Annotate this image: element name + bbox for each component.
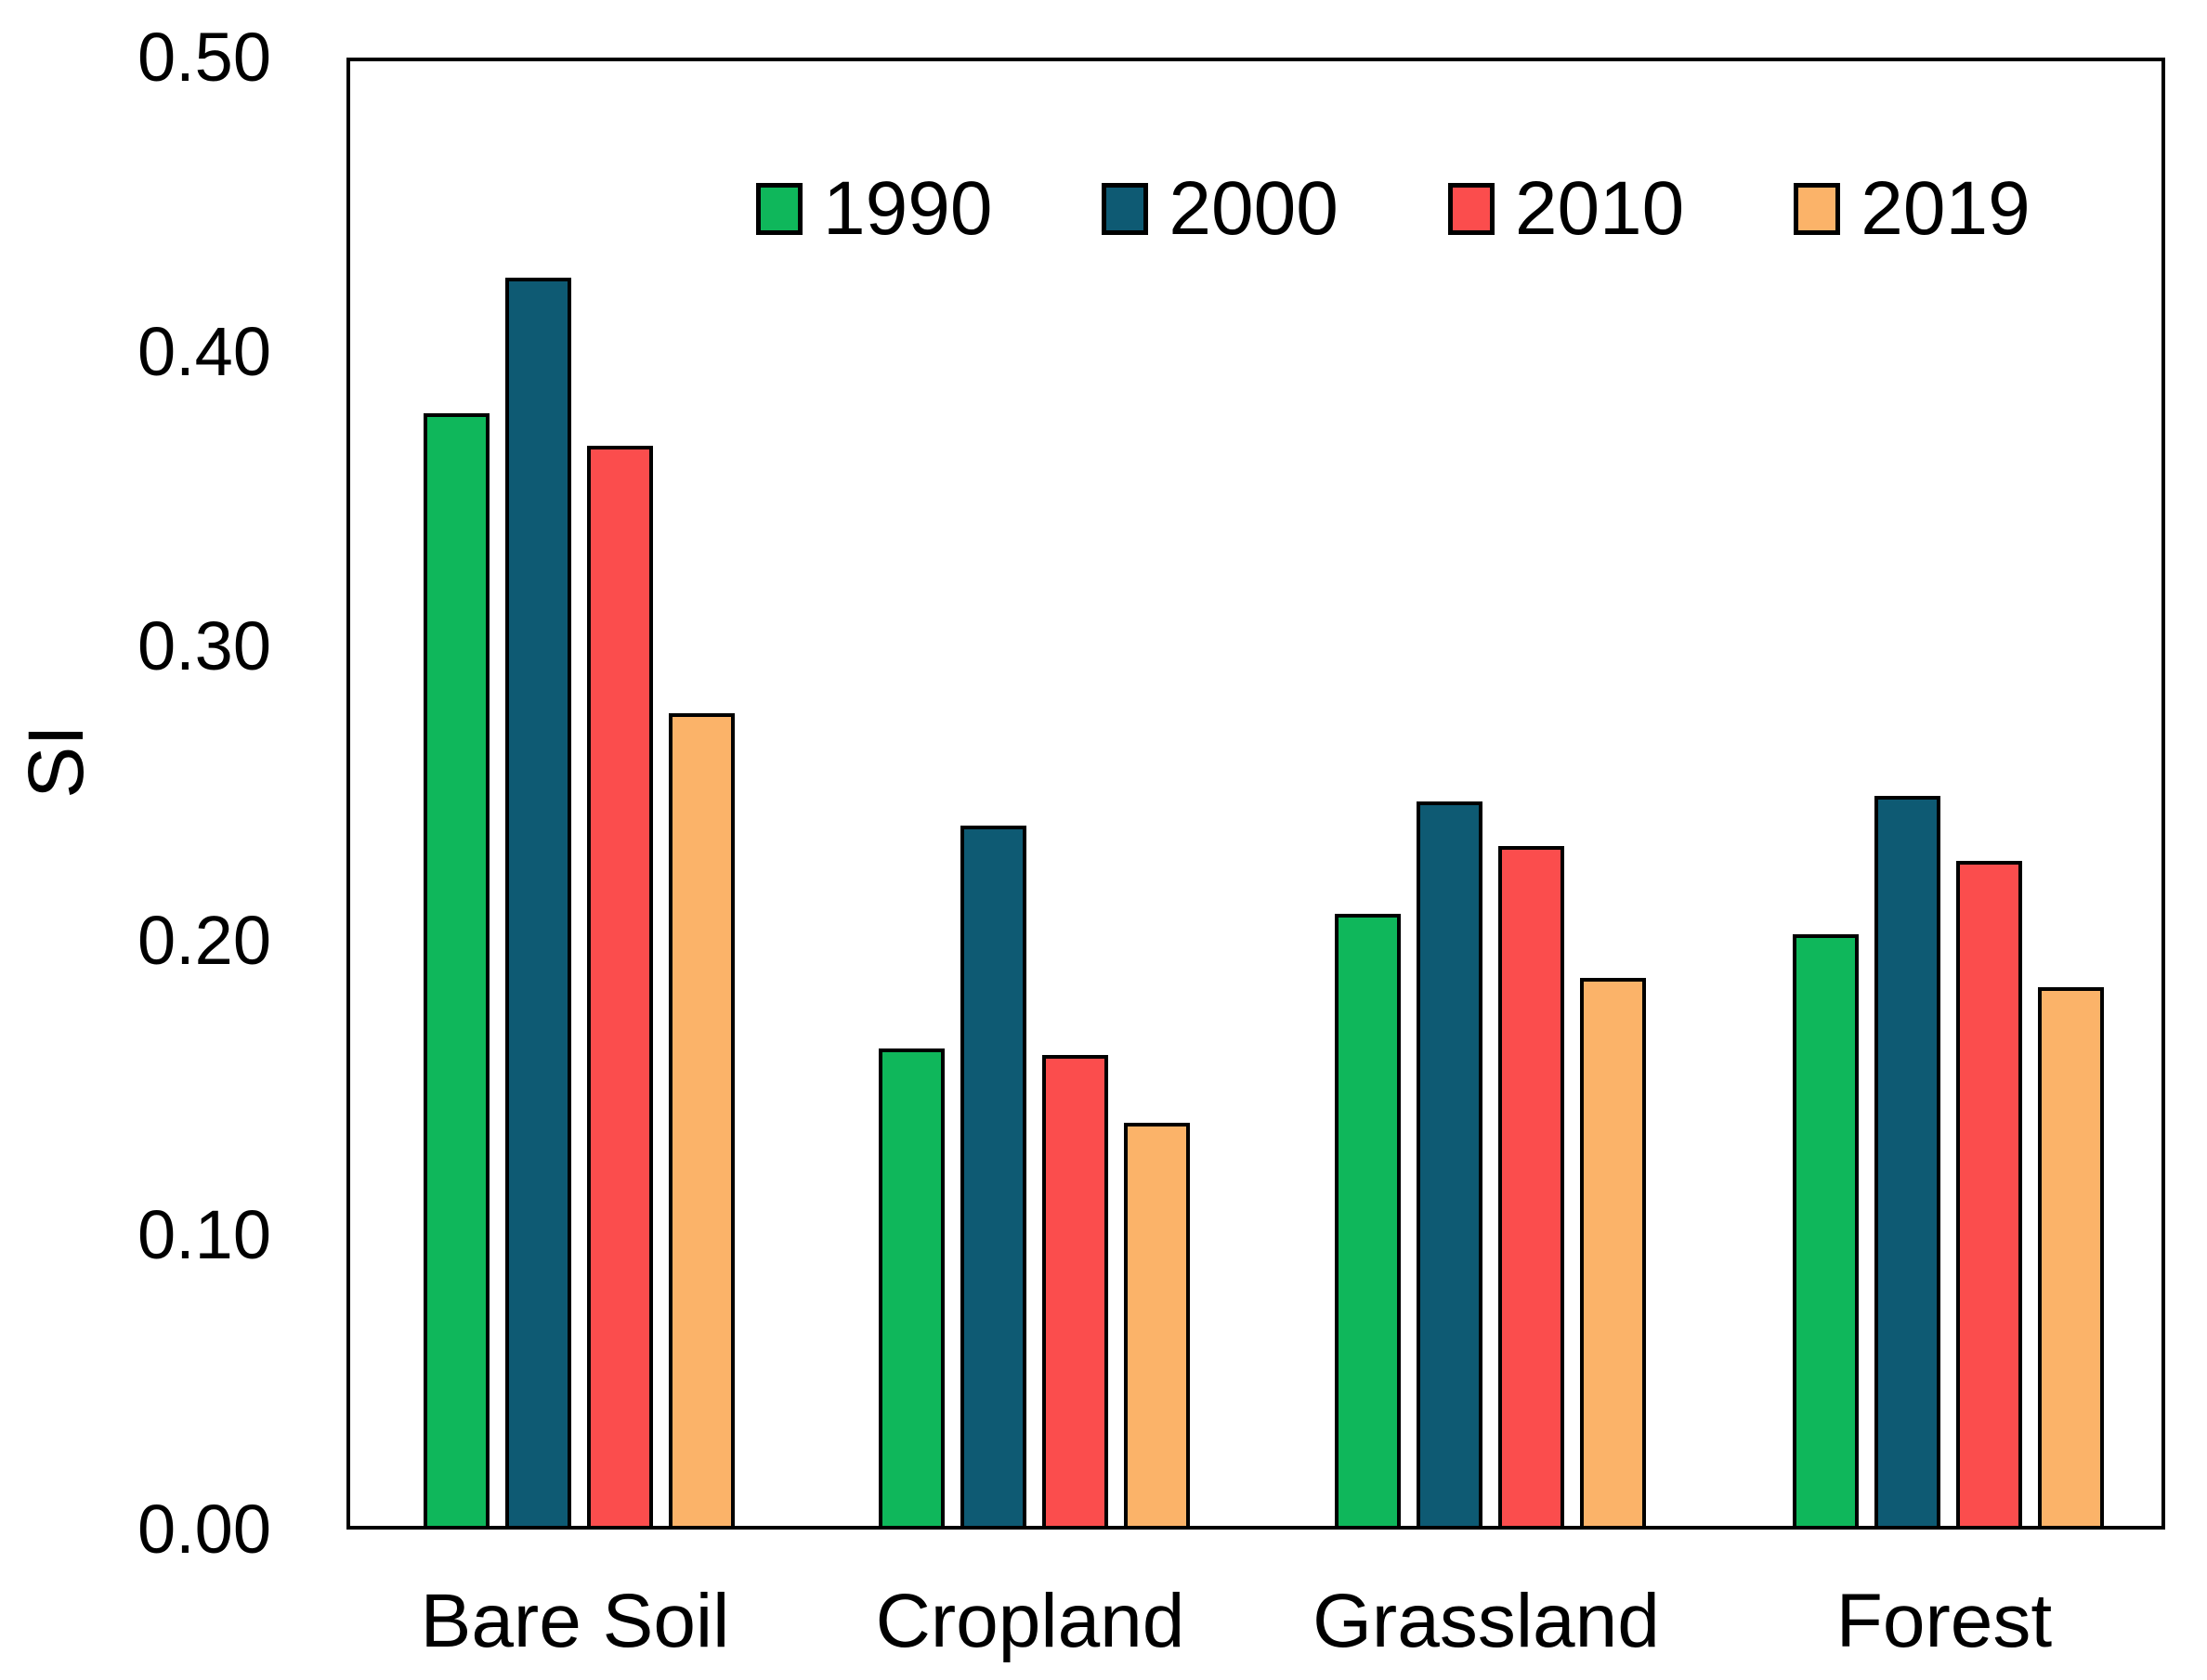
bar-2010-grassland [1498, 846, 1564, 1526]
y-tick-label: 0.50 [137, 19, 271, 96]
legend-swatch-2000 [1102, 183, 1149, 235]
bar-1990-bare-soil [424, 413, 490, 1526]
y-axis-title: SI [11, 724, 99, 799]
y-tick-label: 0.10 [137, 1196, 271, 1273]
bar-2010-cropland [1042, 1055, 1108, 1526]
y-tick-label: 0.00 [137, 1491, 271, 1568]
bar-2010-bare-soil [587, 446, 653, 1526]
bar-2000-grassland [1417, 801, 1482, 1526]
x-category-label: Bare Soil [420, 1579, 730, 1663]
bar-group-grassland [1335, 801, 1646, 1526]
bar-2019-grassland [1580, 978, 1646, 1526]
bar-1990-grassland [1335, 914, 1401, 1526]
legend-swatch-2010 [1447, 183, 1495, 235]
legend-label: 2019 [1861, 166, 2031, 251]
bar-2019-cropland [1124, 1123, 1190, 1526]
y-tick-label: 0.40 [137, 313, 271, 390]
legend-item-2010: 2010 [1447, 166, 1685, 251]
bar-2010-forest [1956, 861, 2022, 1526]
legend-swatch-1990 [756, 183, 803, 235]
bar-group-cropland [879, 826, 1190, 1526]
plot-area: 1990 2000 2010 2019 [346, 58, 2165, 1530]
bar-2000-forest [1874, 796, 1940, 1526]
y-tick-label: 0.20 [137, 902, 271, 979]
legend-swatch-2019 [1794, 183, 1841, 235]
bar-2019-bare-soil [669, 713, 735, 1526]
legend-item-1990: 1990 [756, 171, 992, 247]
x-category-label: Forest [1835, 1579, 2053, 1663]
bar-group-bare-soil [424, 278, 735, 1526]
x-category-label: Grassland [1312, 1579, 1660, 1663]
bar-2019-forest [2038, 987, 2104, 1526]
legend: 1990 2000 2010 2019 [756, 171, 2031, 247]
bar-1990-forest [1793, 934, 1859, 1526]
x-category-label: Cropland [875, 1579, 1185, 1663]
legend-item-2019: 2019 [1794, 166, 2031, 251]
legend-item-2000: 2000 [1102, 166, 1339, 251]
legend-label: 1990 [823, 166, 993, 251]
bar-2000-cropland [960, 826, 1026, 1526]
y-tick-label: 0.30 [137, 607, 271, 684]
bar-2000-bare-soil [505, 278, 571, 1526]
legend-label: 2010 [1514, 166, 1685, 251]
bar-group-forest [1793, 796, 2104, 1526]
bar-1990-cropland [879, 1048, 945, 1526]
legend-label: 2000 [1169, 166, 1339, 251]
